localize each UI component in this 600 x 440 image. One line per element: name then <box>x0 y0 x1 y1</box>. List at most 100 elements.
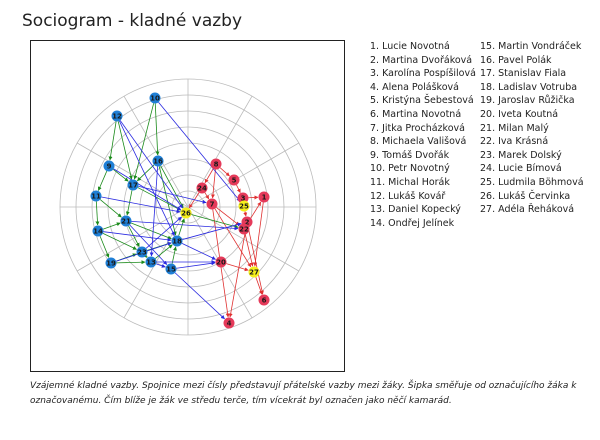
relation-edge <box>108 121 117 161</box>
student-name: 7. Jitka Procházková <box>370 122 465 134</box>
student-node-label: 17 <box>128 182 138 190</box>
student-node-label: 25 <box>239 203 249 211</box>
student-node: 11 <box>90 190 102 202</box>
relation-edge <box>178 218 185 236</box>
relation-edge <box>133 103 155 180</box>
target-spoke <box>76 142 300 272</box>
student-name: 3. Karolína Pospíšilová <box>370 68 476 80</box>
student-node-circle <box>145 256 157 268</box>
student-node-label: 13 <box>146 259 156 267</box>
sociogram-chart: 1 2 3 4 5 6 7 8 9 10 11 12 13 14 15 16 17 18 19 20 21 22 23 24 2… <box>30 40 345 372</box>
student-name: 20. Iveta Koutná <box>480 108 559 120</box>
relation-edge <box>236 184 241 193</box>
relation-edge <box>156 263 166 268</box>
relation-edge <box>128 225 140 248</box>
student-node: 4 <box>223 317 235 329</box>
student-list-right: 15. Martin Vondráček 16. Pavel Polák 17. S… <box>480 40 584 217</box>
relation-edge <box>191 214 239 229</box>
student-node-label: 19 <box>106 260 116 268</box>
relation-edge <box>158 101 241 202</box>
relation-edge <box>113 168 182 211</box>
student-node-circle <box>149 92 161 104</box>
relation-edge <box>253 202 264 267</box>
student-name: 16. Pavel Polák <box>480 54 552 66</box>
student-name: 17. Stanislav Fiala <box>480 68 567 80</box>
student-node-label: 11 <box>91 193 101 201</box>
student-node: 21 <box>120 215 132 227</box>
student-name: 24. Lucie Bímová <box>480 163 562 175</box>
student-name: 22. Iva Krásná <box>480 136 549 148</box>
student-node-label: 14 <box>93 228 103 236</box>
relation-edge <box>99 235 110 258</box>
relation-edge <box>101 196 181 214</box>
student-node-label: 4 <box>227 320 232 328</box>
student-name: 13. Daniel Kopecký <box>370 204 461 216</box>
student-node-circle <box>238 223 250 235</box>
student-node-label: 15 <box>166 266 176 274</box>
student-name: 6. Martina Novotná <box>370 108 462 120</box>
student-node-circle <box>111 110 123 122</box>
student-node: 7 <box>206 198 218 210</box>
student-node-circle <box>215 256 227 268</box>
student-name: 10. Petr Novotný <box>370 163 450 175</box>
student-node-label: 24 <box>197 185 207 193</box>
relation-edge <box>158 166 177 236</box>
student-node-circle <box>258 294 270 306</box>
student-node-circle <box>152 155 164 167</box>
student-node-label: 6 <box>262 297 267 305</box>
relation-edge <box>125 190 133 216</box>
student-node: 18 <box>171 235 183 247</box>
student-node: 9 <box>103 160 115 172</box>
student-node-label: 8 <box>214 161 219 169</box>
student-node-circle <box>105 257 117 269</box>
student-node: 8 <box>210 158 222 170</box>
student-name: 26. Lukáš Červinka <box>480 190 571 202</box>
student-name: 23. Marek Dolský <box>480 149 562 161</box>
student-node: 15 <box>165 263 177 275</box>
student-node-label: 23 <box>137 249 147 257</box>
relation-edge <box>160 165 184 209</box>
relation-edge <box>119 120 175 236</box>
student-node: 22 <box>238 223 250 235</box>
relation-edge <box>182 222 242 240</box>
student-node: 10 <box>149 92 161 104</box>
relation-edge <box>247 227 264 295</box>
relation-edge <box>244 234 254 267</box>
student-name: 25. Ludmila Böhmová <box>480 176 584 188</box>
relation-edge <box>228 227 247 318</box>
relation-edge <box>130 222 172 240</box>
student-node: 16 <box>152 155 164 167</box>
student-node-circle <box>210 158 222 170</box>
relation-edge <box>97 170 108 191</box>
student-node-circle <box>238 200 250 212</box>
student-name: 5. Kristýna Šebestová <box>370 95 474 107</box>
target-rings <box>59 78 317 336</box>
relation-edge <box>174 272 225 320</box>
relation-edge <box>117 121 133 180</box>
student-node-label: 22 <box>239 226 249 234</box>
student-node: 24 <box>196 182 208 194</box>
student-name: 2. Martina Dvořáková <box>370 54 473 66</box>
relation-edge <box>154 103 160 156</box>
relation-edge <box>113 169 129 182</box>
student-node-circle <box>136 246 148 258</box>
relation-edge <box>103 231 172 242</box>
student-node-circle <box>92 225 104 237</box>
student-node: 5 <box>228 174 240 186</box>
student-node: 19 <box>105 257 117 269</box>
relation-edge <box>204 192 210 200</box>
relation-edge <box>188 192 200 209</box>
student-node-circle <box>248 266 260 278</box>
student-node-label: 21 <box>121 218 131 226</box>
student-node-label: 7 <box>210 201 215 209</box>
student-node: 26 <box>180 207 192 219</box>
relation-edge <box>103 222 121 230</box>
student-node-label: 18 <box>172 238 182 246</box>
relation-edge <box>243 211 248 217</box>
relation-edge <box>129 224 168 265</box>
relation-edge <box>99 199 122 218</box>
relation-edge <box>143 253 148 258</box>
relation-edge <box>176 261 216 269</box>
